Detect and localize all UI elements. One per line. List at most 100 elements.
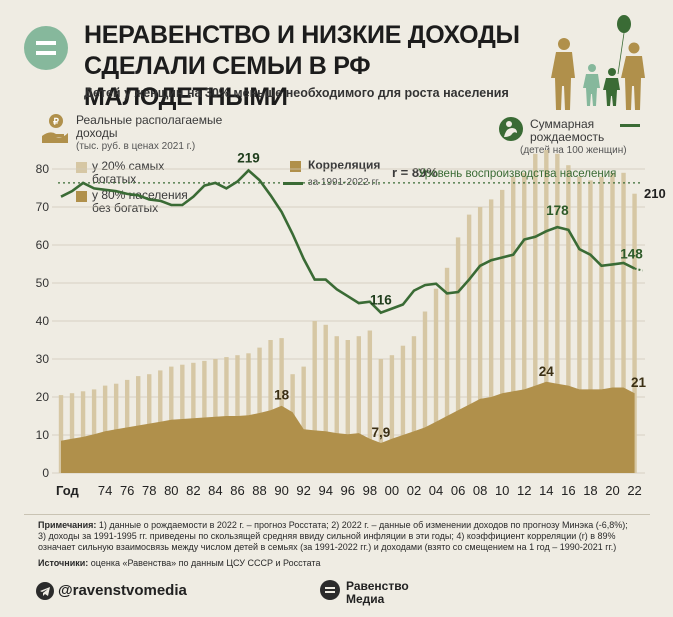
- rich-bar: [511, 176, 516, 473]
- replacement-level-label: Уровень воспроизводства населения: [418, 168, 616, 180]
- replacement-level-value: 210: [644, 186, 666, 201]
- rich-bar: [466, 214, 472, 473]
- fertility-2015-label: 178: [546, 203, 569, 218]
- rich-bar: [500, 189, 505, 473]
- rich-legend-swatch: [76, 162, 87, 173]
- x-axis-ticks: 74 76 78 80 82 84 86 88 90 92 94 96 98 00 02 04 06 08 10 12…: [98, 483, 642, 498]
- notes-divider: [24, 514, 650, 515]
- x-tick-label: 06: [451, 483, 465, 498]
- rich-bar: [444, 267, 450, 473]
- x-tick-label: 08: [473, 483, 487, 498]
- y-tick-label: 20: [36, 390, 50, 404]
- rich-bar: [544, 150, 549, 473]
- rest-income-area: [61, 381, 635, 473]
- x-tick-label: 02: [407, 483, 421, 498]
- rich-bar: [202, 360, 207, 473]
- rich-bar: [378, 359, 384, 473]
- rich-bar: [69, 393, 75, 473]
- x-tick-label: 00: [385, 483, 399, 498]
- rich-bar: [621, 172, 626, 474]
- x-tick-label: 94: [318, 483, 332, 498]
- y-tick-label: 70: [36, 200, 50, 214]
- rich-bar: [323, 324, 328, 473]
- brand-name: Равенство Медиа: [346, 580, 409, 606]
- fertility-title-line-2: рождаемость: [530, 130, 605, 144]
- rich-bar: [632, 193, 637, 473]
- income-title-line-1: Реальные располагаемые: [76, 113, 223, 127]
- x-tick-label: 12: [517, 483, 531, 498]
- y-tick-label: 40: [36, 314, 50, 328]
- x-tick-label: 82: [186, 483, 200, 498]
- rich-bar: [610, 172, 615, 474]
- chart-annotations: 219 116 178 148 18 7,9 24 21: [237, 150, 646, 440]
- rich-bar: [191, 362, 196, 473]
- rich-bars: [58, 150, 637, 474]
- sources-text: оценка «Равенства» по данным ЦСУ СССР и …: [90, 558, 321, 568]
- equality-logo-icon: [24, 26, 68, 70]
- rich-bar: [477, 207, 483, 473]
- rich-bar: [268, 340, 273, 473]
- fertility-line: [60, 168, 636, 315]
- rich-bar: [522, 172, 527, 474]
- sources: Источники: оценка «Равенства» по данным …: [38, 558, 320, 568]
- fertility-title-line-1: Суммарная: [530, 117, 595, 131]
- x-tick-label: 84: [208, 483, 222, 498]
- correlation-swatch: [290, 161, 301, 172]
- y-tick-label: 0: [42, 466, 49, 480]
- rich-bar: [235, 355, 240, 473]
- y-tick-label: 60: [36, 238, 50, 252]
- chart-area: Уровень воспроизводства населения 210 0 1…: [36, 150, 666, 498]
- rich-bar: [58, 395, 64, 473]
- x-tick-label: 88: [252, 483, 266, 498]
- x-tick-label: 14: [539, 483, 553, 498]
- rich-bar: [422, 311, 428, 473]
- rich-bar: [356, 336, 362, 473]
- sources-label: Источники:: [38, 558, 89, 568]
- page-subtitle: Детей у женщин на 30% меньше необходимог…: [84, 86, 509, 100]
- rich-bar: [389, 355, 395, 473]
- y-axis-ticks: 0 10 20 30 40 50 60 70 80: [36, 162, 50, 480]
- rich-bar: [577, 176, 582, 473]
- rich-bar: [213, 359, 218, 473]
- rich-bar: [345, 340, 350, 473]
- fertility-low-label: 116: [370, 293, 392, 308]
- rich-bar: [80, 391, 86, 473]
- y-tick-label: 80: [36, 162, 50, 176]
- rich-bar: [433, 288, 439, 473]
- family-illustration-icon: [551, 15, 645, 110]
- rich-bar: [279, 338, 284, 473]
- fertility-forecast-stub: [634, 267, 643, 272]
- fertility-legend-title: Суммарная рождаемость: [530, 118, 604, 144]
- x-tick-label: 16: [561, 483, 575, 498]
- x-tick-label: 80: [164, 483, 178, 498]
- notes-line-1: Примечания: 1) данные о рождаемости в 20…: [38, 520, 658, 531]
- correlation-title: Корреляция: [308, 158, 381, 172]
- x-tick-label: 04: [429, 483, 443, 498]
- rich-bar: [566, 165, 571, 473]
- income-legend-title: Реальные располагаемые доходы: [76, 114, 222, 140]
- telegram-handle-link[interactable]: @ravenstvomedia: [58, 582, 187, 599]
- rich-bar: [533, 153, 538, 474]
- rich-bar: [411, 336, 417, 473]
- y-tick-label: 30: [36, 352, 50, 366]
- rest-legend-swatch: [76, 191, 87, 202]
- brand-line-2: Медиа: [346, 592, 385, 606]
- rich-bar: [91, 389, 97, 473]
- income-1999-label: 7,9: [371, 425, 390, 440]
- income-title-line-2: доходы: [76, 126, 118, 140]
- fertility-2022-label: 148: [620, 247, 643, 262]
- income-1990-label: 18: [274, 388, 290, 403]
- notes-text-1: 1) данные о рождаемости в 2022 г. – прог…: [98, 520, 628, 530]
- y-tick-label: 50: [36, 276, 50, 290]
- x-tick-label: 20: [605, 483, 619, 498]
- fertility-peak-label: 219: [237, 150, 260, 165]
- rich-bar: [136, 376, 141, 473]
- notes-label: Примечания:: [38, 520, 97, 530]
- x-tick-label: 78: [142, 483, 156, 498]
- rich-bar: [367, 330, 373, 473]
- rich-bar: [312, 321, 317, 473]
- x-axis-label: Год: [56, 483, 79, 498]
- rich-bar: [124, 379, 130, 473]
- rich-bar: [224, 357, 229, 473]
